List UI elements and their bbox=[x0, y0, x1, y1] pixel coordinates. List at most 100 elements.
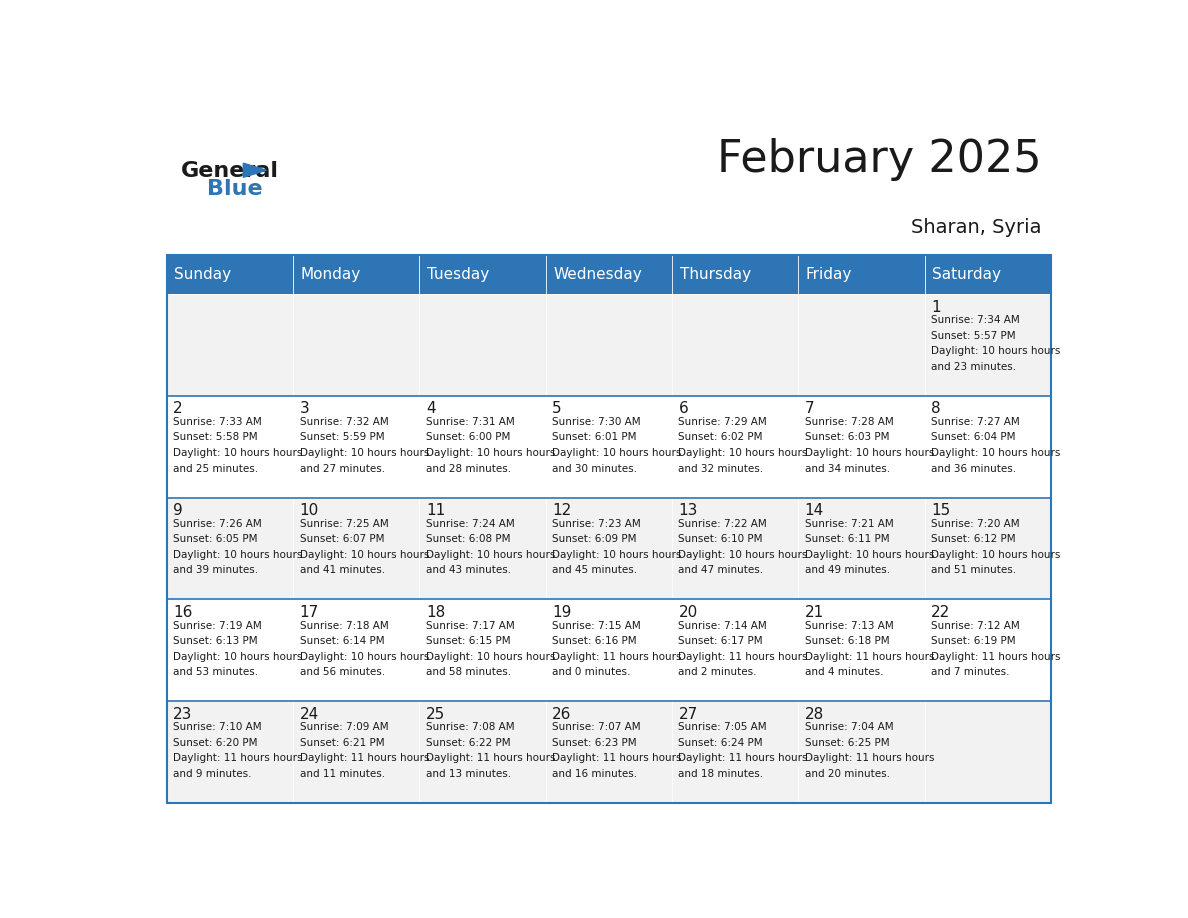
Text: Daylight: 10 hours hours: Daylight: 10 hours hours bbox=[931, 550, 1061, 560]
Text: Daylight: 11 hours hours: Daylight: 11 hours hours bbox=[552, 754, 682, 764]
Text: Sunset: 6:13 PM: Sunset: 6:13 PM bbox=[173, 636, 258, 646]
FancyBboxPatch shape bbox=[166, 294, 293, 396]
Text: 3: 3 bbox=[299, 401, 309, 417]
Text: Daylight: 11 hours hours: Daylight: 11 hours hours bbox=[425, 754, 556, 764]
Text: Sunrise: 7:25 AM: Sunrise: 7:25 AM bbox=[299, 519, 388, 529]
Text: Daylight: 10 hours hours: Daylight: 10 hours hours bbox=[173, 550, 303, 560]
Text: 27: 27 bbox=[678, 707, 697, 722]
Text: Sunset: 6:00 PM: Sunset: 6:00 PM bbox=[425, 432, 511, 442]
FancyBboxPatch shape bbox=[293, 498, 419, 599]
Text: General: General bbox=[181, 161, 279, 181]
Text: Daylight: 11 hours hours: Daylight: 11 hours hours bbox=[804, 652, 934, 662]
Text: Daylight: 10 hours hours: Daylight: 10 hours hours bbox=[425, 448, 555, 458]
Text: and 30 minutes.: and 30 minutes. bbox=[552, 464, 637, 474]
Text: Sunrise: 7:04 AM: Sunrise: 7:04 AM bbox=[804, 722, 893, 733]
Text: Daylight: 10 hours hours: Daylight: 10 hours hours bbox=[804, 448, 934, 458]
Text: and 13 minutes.: and 13 minutes. bbox=[425, 769, 511, 779]
Text: 1: 1 bbox=[931, 299, 941, 315]
Text: and 4 minutes.: and 4 minutes. bbox=[804, 667, 883, 677]
Text: 12: 12 bbox=[552, 503, 571, 518]
FancyBboxPatch shape bbox=[419, 396, 545, 498]
Text: Daylight: 11 hours hours: Daylight: 11 hours hours bbox=[299, 754, 429, 764]
FancyBboxPatch shape bbox=[166, 255, 293, 294]
Text: Daylight: 11 hours hours: Daylight: 11 hours hours bbox=[552, 652, 682, 662]
Text: 21: 21 bbox=[804, 605, 824, 620]
Text: Sunrise: 7:29 AM: Sunrise: 7:29 AM bbox=[678, 417, 767, 427]
FancyBboxPatch shape bbox=[419, 255, 545, 294]
Text: and 36 minutes.: and 36 minutes. bbox=[931, 464, 1016, 474]
Text: and 41 minutes.: and 41 minutes. bbox=[299, 565, 385, 576]
Text: 9: 9 bbox=[173, 503, 183, 518]
Text: 23: 23 bbox=[173, 707, 192, 722]
Text: and 39 minutes.: and 39 minutes. bbox=[173, 565, 259, 576]
Text: Friday: Friday bbox=[805, 267, 852, 282]
Polygon shape bbox=[244, 163, 266, 177]
Text: Sunrise: 7:24 AM: Sunrise: 7:24 AM bbox=[425, 519, 514, 529]
Text: and 56 minutes.: and 56 minutes. bbox=[299, 667, 385, 677]
Text: Blue: Blue bbox=[207, 178, 263, 198]
FancyBboxPatch shape bbox=[798, 498, 924, 599]
Text: Daylight: 11 hours hours: Daylight: 11 hours hours bbox=[804, 754, 934, 764]
Text: Daylight: 11 hours hours: Daylight: 11 hours hours bbox=[173, 754, 303, 764]
Text: 16: 16 bbox=[173, 605, 192, 620]
Text: Monday: Monday bbox=[301, 267, 361, 282]
Text: and 7 minutes.: and 7 minutes. bbox=[931, 667, 1010, 677]
FancyBboxPatch shape bbox=[293, 599, 419, 701]
FancyBboxPatch shape bbox=[545, 701, 672, 803]
Text: Sunrise: 7:33 AM: Sunrise: 7:33 AM bbox=[173, 417, 263, 427]
FancyBboxPatch shape bbox=[924, 701, 1051, 803]
Text: Sunset: 6:22 PM: Sunset: 6:22 PM bbox=[425, 738, 511, 748]
Text: 6: 6 bbox=[678, 401, 688, 417]
FancyBboxPatch shape bbox=[545, 396, 672, 498]
Text: Sharan, Syria: Sharan, Syria bbox=[911, 218, 1042, 238]
Text: and 49 minutes.: and 49 minutes. bbox=[804, 565, 890, 576]
Text: Sunrise: 7:13 AM: Sunrise: 7:13 AM bbox=[804, 621, 893, 631]
Text: 10: 10 bbox=[299, 503, 318, 518]
FancyBboxPatch shape bbox=[293, 701, 419, 803]
Text: Daylight: 10 hours hours: Daylight: 10 hours hours bbox=[804, 550, 934, 560]
Text: Daylight: 10 hours hours: Daylight: 10 hours hours bbox=[678, 448, 808, 458]
Text: 13: 13 bbox=[678, 503, 697, 518]
Text: Sunset: 6:01 PM: Sunset: 6:01 PM bbox=[552, 432, 637, 442]
FancyBboxPatch shape bbox=[293, 294, 419, 396]
Text: Sunset: 6:11 PM: Sunset: 6:11 PM bbox=[804, 534, 890, 544]
Text: Wednesday: Wednesday bbox=[554, 267, 642, 282]
Text: 2: 2 bbox=[173, 401, 183, 417]
Text: Sunday: Sunday bbox=[175, 267, 232, 282]
FancyBboxPatch shape bbox=[672, 599, 798, 701]
Text: Sunset: 5:59 PM: Sunset: 5:59 PM bbox=[299, 432, 384, 442]
Text: 19: 19 bbox=[552, 605, 571, 620]
Text: and 58 minutes.: and 58 minutes. bbox=[425, 667, 511, 677]
Text: 11: 11 bbox=[425, 503, 446, 518]
FancyBboxPatch shape bbox=[166, 701, 293, 803]
FancyBboxPatch shape bbox=[293, 255, 419, 294]
Text: Sunrise: 7:15 AM: Sunrise: 7:15 AM bbox=[552, 621, 640, 631]
Text: Daylight: 11 hours hours: Daylight: 11 hours hours bbox=[678, 652, 808, 662]
Text: and 34 minutes.: and 34 minutes. bbox=[804, 464, 890, 474]
Text: Daylight: 10 hours hours: Daylight: 10 hours hours bbox=[931, 448, 1061, 458]
Text: 7: 7 bbox=[804, 401, 814, 417]
FancyBboxPatch shape bbox=[545, 498, 672, 599]
Text: 18: 18 bbox=[425, 605, 446, 620]
Text: Sunset: 6:10 PM: Sunset: 6:10 PM bbox=[678, 534, 763, 544]
Text: 25: 25 bbox=[425, 707, 446, 722]
Text: and 16 minutes.: and 16 minutes. bbox=[552, 769, 637, 779]
Text: Daylight: 10 hours hours: Daylight: 10 hours hours bbox=[552, 550, 682, 560]
Text: Daylight: 10 hours hours: Daylight: 10 hours hours bbox=[931, 346, 1061, 356]
Text: Sunrise: 7:09 AM: Sunrise: 7:09 AM bbox=[299, 722, 388, 733]
FancyBboxPatch shape bbox=[798, 599, 924, 701]
Text: Sunset: 6:25 PM: Sunset: 6:25 PM bbox=[804, 738, 890, 748]
Text: Sunrise: 7:32 AM: Sunrise: 7:32 AM bbox=[299, 417, 388, 427]
Text: Sunrise: 7:21 AM: Sunrise: 7:21 AM bbox=[804, 519, 893, 529]
Text: and 45 minutes.: and 45 minutes. bbox=[552, 565, 637, 576]
Text: Daylight: 10 hours hours: Daylight: 10 hours hours bbox=[299, 652, 429, 662]
Text: and 28 minutes.: and 28 minutes. bbox=[425, 464, 511, 474]
Text: Tuesday: Tuesday bbox=[426, 267, 489, 282]
Text: Sunset: 6:15 PM: Sunset: 6:15 PM bbox=[425, 636, 511, 646]
Text: Sunset: 6:02 PM: Sunset: 6:02 PM bbox=[678, 432, 763, 442]
FancyBboxPatch shape bbox=[672, 294, 798, 396]
Text: Daylight: 10 hours hours: Daylight: 10 hours hours bbox=[425, 652, 555, 662]
Text: Sunrise: 7:27 AM: Sunrise: 7:27 AM bbox=[931, 417, 1019, 427]
Text: Daylight: 10 hours hours: Daylight: 10 hours hours bbox=[299, 448, 429, 458]
Text: 26: 26 bbox=[552, 707, 571, 722]
